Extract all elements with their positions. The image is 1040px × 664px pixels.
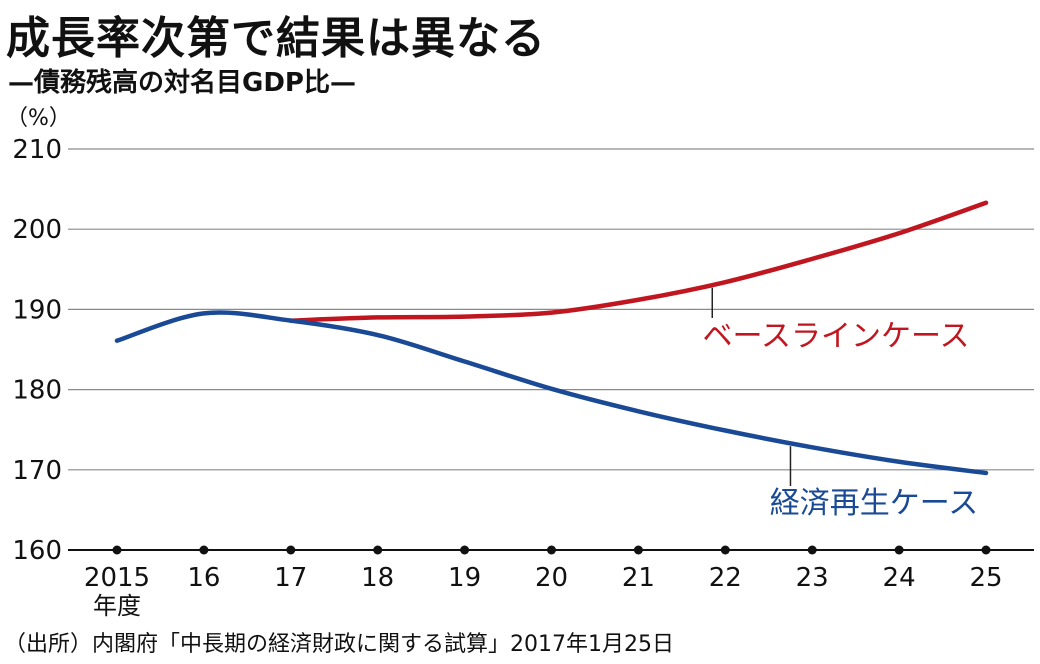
- x-tick-label-18: 18: [361, 563, 394, 593]
- x-tick-label-24: 24: [883, 563, 916, 593]
- x-tick-dot-17: [286, 545, 296, 555]
- x-tick-label-20: 20: [535, 563, 568, 593]
- x-tick-label-23: 23: [796, 563, 829, 593]
- x-tick-label-16: 16: [187, 563, 220, 593]
- x-tick-dot-2015: [112, 545, 122, 555]
- x-tick-dot-20: [547, 545, 556, 555]
- y-axis-unit: （%）: [6, 106, 71, 131]
- chart-subtitle: —債務残高の対名目GDP比—: [8, 68, 356, 98]
- y-tick-label-160: 160: [12, 536, 62, 566]
- x-tick-label-21: 21: [622, 563, 655, 593]
- x-tick-dot-16: [199, 545, 209, 555]
- series-line-0: [288, 200, 989, 323]
- x-tick-dot-24: [894, 545, 904, 555]
- series-label-1: 経済再生ケース: [770, 486, 979, 521]
- x-tick-label-25: 25: [969, 563, 1002, 593]
- x-tick-label-22: 22: [709, 563, 742, 593]
- source-note: （出所）内閣府「中長期の経済財政に関する試算」2017年1月25日: [4, 632, 674, 657]
- series-line-1: [114, 310, 989, 476]
- chart-title: 成長率次第で結果は異なる: [6, 13, 546, 64]
- y-tick-label-170: 170: [12, 456, 62, 486]
- y-tick-label-200: 200: [12, 215, 62, 245]
- x-tick-dot-25: [981, 545, 991, 555]
- x-tick-label-19: 19: [448, 563, 481, 593]
- x-tick-dot-19: [460, 545, 470, 555]
- x-tick-label-2015: 2015: [84, 563, 150, 593]
- y-tick-label-190: 190: [12, 295, 62, 325]
- x-tick-dot-21: [633, 545, 643, 555]
- x-tick-dot-18: [373, 545, 383, 555]
- x-tick-label-17: 17: [274, 563, 307, 593]
- series-label-0: ベースラインケース: [703, 319, 970, 354]
- x-tick-dot-22: [720, 545, 730, 555]
- x-tick-dot-23: [807, 545, 817, 555]
- y-tick-label-180: 180: [12, 376, 62, 406]
- y-tick-label-210: 210: [12, 135, 62, 165]
- x-axis-suffix: 年度: [93, 592, 141, 620]
